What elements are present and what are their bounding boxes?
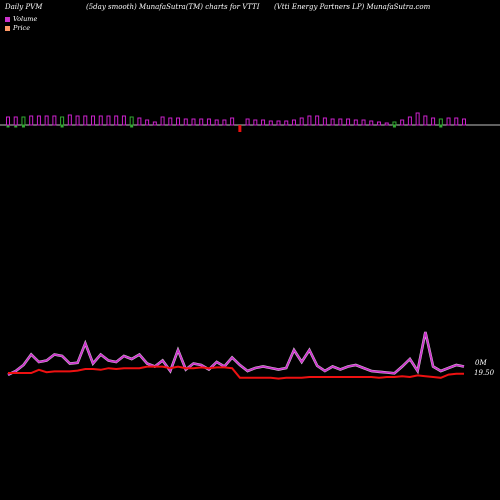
volume-bar	[67, 114, 72, 126]
volume-bar	[36, 115, 41, 126]
volume-bar-tick	[392, 125, 396, 128]
volume-bar	[114, 115, 119, 126]
volume-bar	[230, 117, 235, 126]
volume-axis-label: 0M	[475, 359, 487, 367]
volume-bar	[29, 115, 34, 126]
volume-bar	[446, 117, 451, 126]
volume-bar	[6, 116, 10, 126]
legend-price: Price	[5, 24, 30, 32]
volume-bar	[191, 118, 196, 126]
volume-bar	[462, 118, 466, 126]
volume-bar	[454, 117, 459, 126]
volume-bar	[75, 115, 80, 126]
volume-bar	[98, 115, 103, 126]
legend-price-label: Price	[13, 24, 31, 32]
volume-bar	[253, 119, 258, 126]
volume-bar	[52, 115, 57, 126]
volume-bar	[268, 120, 273, 126]
volume-bar-tick	[6, 125, 10, 128]
legend-volume-swatch	[5, 16, 10, 22]
header-right: (Vtti Energy Partners LP) MunafaSutra.co…	[274, 3, 431, 11]
volume-bar	[407, 116, 412, 126]
volume-bar	[91, 115, 96, 126]
volume-line	[7, 331, 465, 376]
volume-bar	[431, 117, 436, 126]
volume-bar	[106, 115, 111, 126]
volume-bar-tick	[439, 125, 443, 128]
volume-bar	[13, 116, 18, 126]
volume-bar	[129, 116, 134, 126]
volume-bar	[353, 119, 358, 126]
volume-bar	[176, 117, 181, 126]
volume-bar	[160, 116, 165, 126]
volume-bar	[152, 121, 157, 126]
volume-bar	[206, 118, 211, 126]
volume-bar	[137, 117, 142, 126]
volume-bar-tick	[130, 125, 134, 128]
volume-bar	[438, 118, 443, 126]
volume-bar	[361, 119, 366, 126]
volume-bar-tick	[60, 125, 64, 128]
volume-bar	[376, 121, 381, 126]
volume-bar-tick	[14, 125, 18, 128]
volume-bar	[346, 118, 351, 126]
header-center: (5day smooth) MunafaSutra(TM) charts for…	[86, 3, 260, 11]
volume-bar	[60, 116, 65, 126]
volume-bar	[245, 118, 250, 126]
legend-volume: Volume	[5, 15, 37, 23]
volume-bar	[261, 119, 266, 126]
volume-bar	[338, 118, 343, 126]
volume-bar	[423, 115, 428, 126]
volume-bar	[400, 119, 405, 126]
volume-bar	[415, 112, 420, 126]
volume-bar	[392, 121, 397, 126]
volume-bar	[276, 120, 281, 126]
volume-line-glow	[7, 331, 465, 376]
volume-bar	[199, 118, 204, 126]
volume-bar	[322, 117, 327, 126]
header-left: Daily PVM	[5, 3, 43, 11]
volume-bar-tick	[21, 125, 25, 128]
legend-volume-label: Volume	[13, 15, 38, 23]
price-axis-label: 19.50	[474, 369, 495, 377]
volume-bar	[83, 115, 88, 126]
volume-bar	[214, 119, 219, 126]
volume-bar	[307, 115, 312, 126]
volume-bar	[299, 117, 304, 126]
volume-bar	[145, 119, 150, 126]
legend-price-swatch	[5, 25, 10, 31]
volume-bar	[315, 115, 320, 126]
volume-bar	[238, 125, 242, 132]
volume-bar	[291, 119, 296, 126]
volume-bar	[384, 122, 389, 126]
volume-bar	[183, 118, 188, 126]
volume-bar	[330, 118, 335, 126]
volume-bar	[369, 120, 374, 126]
volume-bar	[284, 120, 289, 126]
volume-bar	[121, 115, 126, 126]
volume-bar	[168, 117, 173, 126]
price-line	[8, 365, 464, 380]
volume-bar	[44, 115, 49, 126]
volume-bar	[21, 116, 26, 126]
volume-bar	[222, 119, 227, 126]
